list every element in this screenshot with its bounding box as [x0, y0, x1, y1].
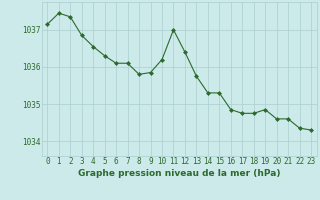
X-axis label: Graphe pression niveau de la mer (hPa): Graphe pression niveau de la mer (hPa) — [78, 169, 280, 178]
